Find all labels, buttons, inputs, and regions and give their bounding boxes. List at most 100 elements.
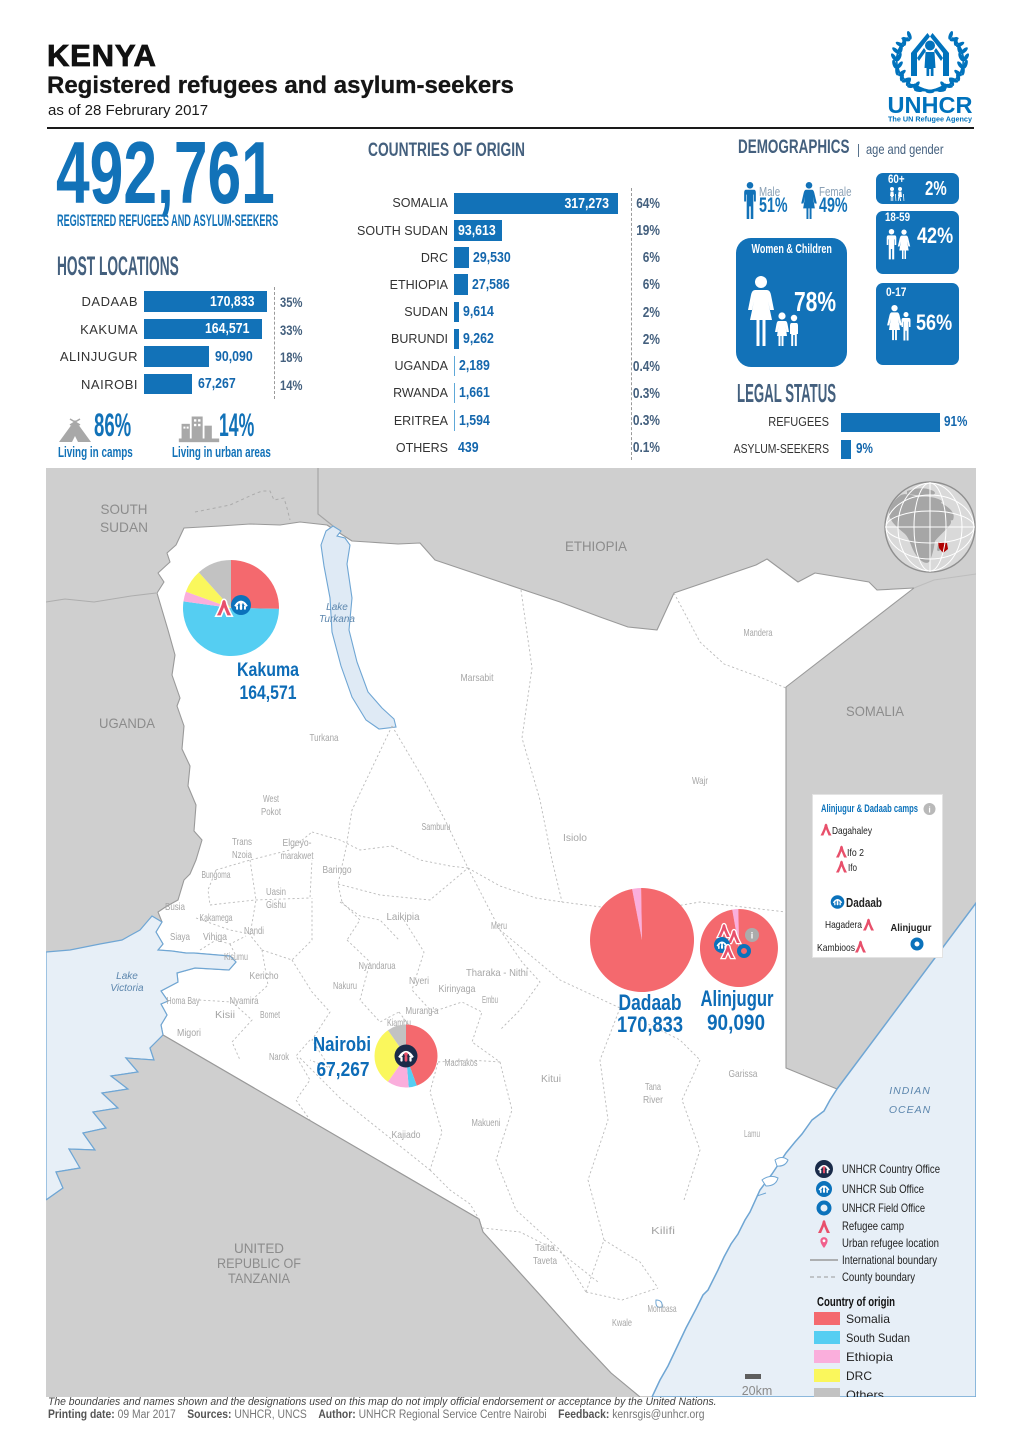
svg-text:Lake: Lake bbox=[116, 971, 138, 982]
svg-text:Kitui: Kitui bbox=[541, 1074, 561, 1085]
svg-text:South Sudan: South Sudan bbox=[846, 1331, 910, 1345]
svg-text:Turkana: Turkana bbox=[319, 614, 355, 625]
svg-text:90,090: 90,090 bbox=[707, 1010, 765, 1035]
svg-text:Vihiga: Vihiga bbox=[203, 932, 227, 943]
svg-text:OCEAN: OCEAN bbox=[889, 1104, 931, 1116]
svg-text:Kakamega: Kakamega bbox=[200, 913, 233, 924]
svg-text:Trans: Trans bbox=[232, 837, 252, 848]
svg-text:Victoria: Victoria bbox=[110, 983, 144, 994]
svg-text:Embu: Embu bbox=[482, 995, 498, 1006]
svg-text:Uasin: Uasin bbox=[266, 887, 286, 898]
svg-text:Lake: Lake bbox=[326, 602, 348, 613]
svg-text:SOUTH: SOUTH bbox=[101, 501, 148, 517]
svg-text:TANZANIA: TANZANIA bbox=[228, 1270, 291, 1286]
svg-text:The UN Refugee Agency: The UN Refugee Agency bbox=[888, 115, 973, 124]
svg-text:i: i bbox=[928, 805, 930, 815]
svg-text:Kiambu: Kiambu bbox=[387, 1018, 411, 1029]
svg-text:Garissa: Garissa bbox=[729, 1069, 758, 1080]
svg-text:Pokot: Pokot bbox=[261, 807, 281, 818]
svg-text:Ifo: Ifo bbox=[848, 862, 857, 874]
svg-text:INDIAN: INDIAN bbox=[889, 1085, 931, 1097]
svg-text:Lamu: Lamu bbox=[744, 1129, 760, 1140]
svg-text:Bomet: Bomet bbox=[260, 1010, 280, 1021]
svg-text:UNHCR Sub Office: UNHCR Sub Office bbox=[842, 1182, 924, 1196]
svg-text:Nandi: Nandi bbox=[244, 926, 264, 937]
svg-text:REPUBLIC OF: REPUBLIC OF bbox=[217, 1255, 301, 1271]
svg-text:Kisii: Kisii bbox=[215, 1010, 235, 1021]
svg-text:UNHCR Country Office: UNHCR Country Office bbox=[842, 1162, 940, 1176]
svg-text:Laikipia: Laikipia bbox=[387, 912, 420, 923]
svg-text:UNITED: UNITED bbox=[234, 1240, 284, 1256]
svg-text:Nzoia: Nzoia bbox=[232, 850, 252, 861]
svg-text:Mandera: Mandera bbox=[744, 628, 773, 639]
svg-text:Refugee camp: Refugee camp bbox=[842, 1219, 904, 1233]
svg-text:Bungoma: Bungoma bbox=[202, 870, 231, 881]
svg-text:Alinjugur: Alinjugur bbox=[701, 986, 774, 1011]
svg-text:Ethiopia: Ethiopia bbox=[846, 1350, 893, 1364]
svg-text:Migori: Migori bbox=[177, 1028, 201, 1039]
svg-text:County boundary: County boundary bbox=[842, 1270, 915, 1284]
svg-text:164,571: 164,571 bbox=[240, 683, 297, 704]
svg-text:Turkana: Turkana bbox=[310, 733, 339, 744]
svg-text:ETHIOPIA: ETHIOPIA bbox=[565, 538, 628, 554]
svg-text:Country of origin: Country of origin bbox=[817, 1295, 895, 1309]
svg-text:Hagadera: Hagadera bbox=[825, 919, 862, 931]
svg-text:SOMALIA: SOMALIA bbox=[846, 703, 905, 719]
svg-text:Taveta: Taveta bbox=[533, 1256, 557, 1267]
svg-text:Dadaab: Dadaab bbox=[846, 896, 882, 910]
svg-text:Taita: Taita bbox=[535, 1243, 555, 1254]
svg-text:170,833: 170,833 bbox=[617, 1012, 683, 1037]
svg-text:Busia: Busia bbox=[165, 902, 185, 913]
svg-text:West: West bbox=[263, 794, 279, 805]
svg-text:Homa Bay: Homa Bay bbox=[167, 996, 201, 1007]
svg-text:Tana: Tana bbox=[645, 1082, 661, 1093]
svg-text:Alinjugur: Alinjugur bbox=[891, 922, 932, 934]
svg-text:Siaya: Siaya bbox=[170, 932, 190, 943]
svg-text:Nyeri: Nyeri bbox=[409, 976, 429, 987]
svg-text:Wajr: Wajr bbox=[692, 776, 708, 787]
svg-text:Nyandarua: Nyandarua bbox=[359, 961, 396, 972]
svg-text:Kericho: Kericho bbox=[250, 971, 279, 982]
svg-text:Nyamira: Nyamira bbox=[230, 996, 259, 1007]
svg-text:Kakuma: Kakuma bbox=[237, 660, 299, 681]
svg-text:Kilifi: Kilifi bbox=[651, 1226, 675, 1237]
svg-text:Urban refugee location: Urban refugee location bbox=[842, 1236, 939, 1250]
svg-text:Nairobi: Nairobi bbox=[313, 1034, 371, 1056]
svg-text:Kirinyaga: Kirinyaga bbox=[439, 984, 476, 995]
svg-text:Somalia: Somalia bbox=[846, 1312, 890, 1326]
svg-text:Others: Others bbox=[846, 1388, 884, 1397]
svg-text:67,267: 67,267 bbox=[317, 1059, 370, 1081]
svg-text:Dagahaley: Dagahaley bbox=[832, 825, 873, 837]
svg-text:i: i bbox=[751, 931, 754, 941]
svg-text:Dadaab: Dadaab bbox=[619, 990, 682, 1015]
svg-text:River: River bbox=[643, 1095, 664, 1106]
svg-text:Machakos: Machakos bbox=[445, 1058, 478, 1069]
svg-text:Kwale: Kwale bbox=[612, 1318, 632, 1329]
svg-text:Ifo 2: Ifo 2 bbox=[847, 847, 864, 859]
svg-text:Meru: Meru bbox=[491, 921, 507, 932]
svg-text:Gishu: Gishu bbox=[266, 900, 286, 911]
svg-text:SUDAN: SUDAN bbox=[100, 519, 148, 535]
svg-text:Kambioos: Kambioos bbox=[817, 942, 855, 954]
svg-text:Murang'a: Murang'a bbox=[406, 1006, 439, 1017]
svg-text:UNHCR Field Office: UNHCR Field Office bbox=[842, 1201, 925, 1215]
svg-text:Narok: Narok bbox=[269, 1052, 290, 1063]
svg-text:Kajiado: Kajiado bbox=[392, 1130, 421, 1141]
svg-text:UNHCR: UNHCR bbox=[888, 92, 973, 118]
svg-text:DRC: DRC bbox=[846, 1369, 872, 1383]
svg-text:Kisumu: Kisumu bbox=[224, 952, 248, 963]
svg-text:UGANDA: UGANDA bbox=[99, 715, 156, 731]
svg-text:Tharaka - Nithi: Tharaka - Nithi bbox=[466, 968, 528, 979]
svg-text:Samburu: Samburu bbox=[422, 822, 451, 833]
svg-text:Baringo: Baringo bbox=[323, 865, 352, 876]
svg-text:Marsabit: Marsabit bbox=[461, 673, 494, 684]
svg-text:20km: 20km bbox=[742, 1384, 773, 1397]
svg-text:International boundary: International boundary bbox=[842, 1253, 937, 1267]
svg-text:Alinjugur & Dadaab camps: Alinjugur & Dadaab camps bbox=[821, 803, 918, 815]
svg-text:Mombasa: Mombasa bbox=[648, 1304, 677, 1315]
svg-text:Elgeyo-: Elgeyo- bbox=[283, 838, 312, 849]
svg-text:Isiolo: Isiolo bbox=[563, 833, 587, 844]
svg-text:Makueni: Makueni bbox=[472, 1118, 501, 1129]
svg-text:marakwet: marakwet bbox=[281, 851, 314, 862]
svg-text:Nakuru: Nakuru bbox=[333, 981, 357, 992]
